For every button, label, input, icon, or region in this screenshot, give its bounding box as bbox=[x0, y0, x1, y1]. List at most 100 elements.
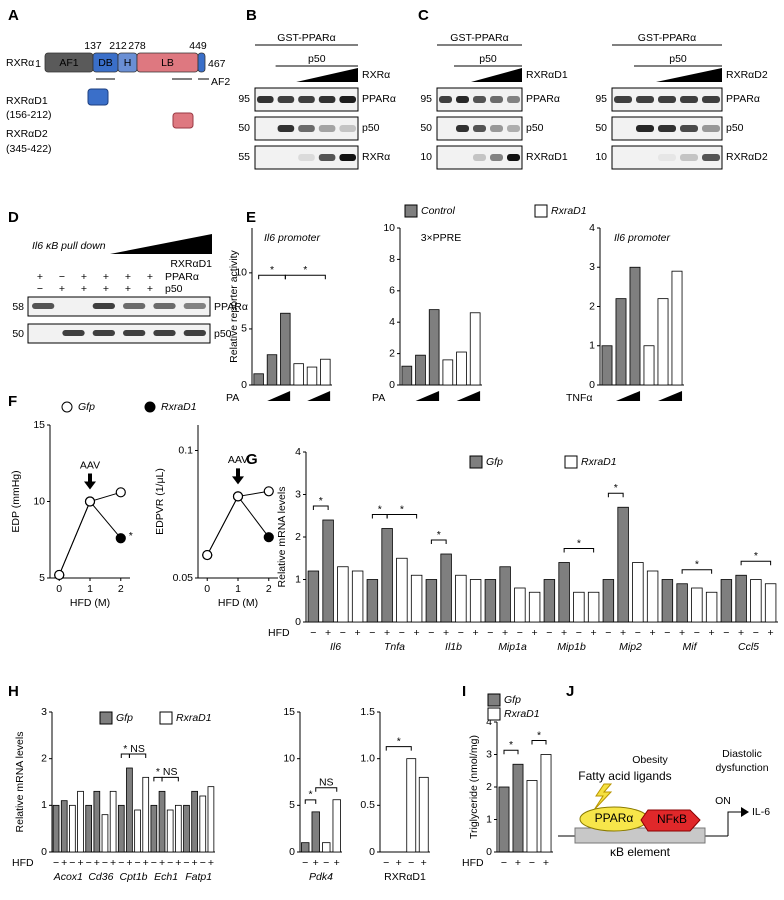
band bbox=[439, 96, 452, 103]
band bbox=[32, 303, 55, 309]
hfd-sign: + bbox=[94, 857, 100, 869]
legend-label: RxraD1 bbox=[504, 708, 540, 720]
band bbox=[298, 96, 315, 103]
bar bbox=[440, 553, 452, 623]
bar bbox=[183, 804, 190, 853]
bar bbox=[60, 800, 68, 853]
hfd-sign: + bbox=[175, 857, 181, 869]
hfd-sign: − bbox=[369, 627, 375, 639]
size-marker: 50 bbox=[12, 328, 24, 340]
hfd-sign: − bbox=[428, 627, 434, 639]
bar bbox=[528, 591, 541, 623]
legend-swatch bbox=[404, 204, 418, 218]
y-tick-label: 1 bbox=[295, 573, 301, 585]
protein-name: RXRα bbox=[6, 57, 34, 69]
point bbox=[115, 487, 126, 498]
blot-titrant: RXRαD2 bbox=[726, 69, 768, 81]
y-axis-label: EDPVR (1/μL) bbox=[154, 468, 166, 535]
hfd-sign: + bbox=[515, 857, 521, 869]
hfd-sign: + bbox=[709, 627, 715, 639]
sign: + bbox=[37, 271, 43, 283]
hfd-sign: − bbox=[635, 627, 641, 639]
y-tick-label: 15 bbox=[33, 419, 45, 431]
bar bbox=[691, 587, 703, 623]
significance-bracket bbox=[740, 560, 772, 566]
bar bbox=[661, 579, 674, 623]
hfd-sign: − bbox=[605, 627, 611, 639]
band-label: PPARα bbox=[362, 93, 396, 105]
legend-label: RxraD1 bbox=[161, 401, 197, 413]
stimulus-ramp bbox=[615, 391, 641, 401]
bar bbox=[632, 562, 644, 623]
y-tick-label: 1.0 bbox=[360, 752, 375, 764]
band bbox=[339, 154, 356, 161]
y-tick-label: 2 bbox=[589, 300, 595, 312]
hfd-sign: − bbox=[302, 857, 308, 869]
blot-treatment: p50 bbox=[669, 53, 687, 65]
y-tick-label: 3 bbox=[295, 488, 301, 500]
y-tick-label: 2 bbox=[486, 781, 492, 793]
x-tick-label: 2 bbox=[266, 583, 272, 595]
size-marker: 50 bbox=[238, 122, 250, 134]
hfd-sign: − bbox=[167, 857, 173, 869]
group-label: Il1b bbox=[445, 641, 462, 653]
arrow-head bbox=[741, 807, 749, 817]
y-tick-label: 4 bbox=[389, 316, 395, 328]
bar bbox=[540, 754, 552, 853]
bar bbox=[280, 312, 291, 386]
legend-swatch bbox=[487, 693, 501, 707]
legend-label: Control bbox=[421, 205, 456, 217]
y-tick-label: 0 bbox=[589, 379, 595, 391]
sign: + bbox=[103, 283, 109, 295]
hfd-sign: − bbox=[183, 857, 189, 869]
point bbox=[84, 496, 96, 507]
bar bbox=[207, 786, 215, 853]
bar bbox=[442, 359, 454, 386]
diagram-text: IL-6 bbox=[752, 806, 770, 818]
sign: + bbox=[147, 283, 153, 295]
band-label: p50 bbox=[362, 122, 380, 134]
bar bbox=[498, 786, 510, 853]
x-tick-label: 0 bbox=[56, 583, 62, 595]
y-tick-label: 0 bbox=[369, 846, 375, 858]
y-tick-label: 3 bbox=[41, 706, 47, 718]
hfd-sign: + bbox=[384, 627, 390, 639]
hfd-sign: + bbox=[208, 857, 214, 869]
point bbox=[202, 549, 213, 561]
band bbox=[636, 96, 654, 103]
annotation-arrow bbox=[232, 468, 244, 485]
bar bbox=[456, 351, 467, 386]
legend-label: Gfp bbox=[486, 456, 503, 468]
significance-bracket bbox=[563, 548, 595, 553]
hfd-sign: + bbox=[192, 857, 198, 869]
hfd-sign: − bbox=[487, 627, 493, 639]
domain-label: H bbox=[124, 57, 132, 69]
hfd-sign: − bbox=[458, 627, 464, 639]
group-label: Il6 bbox=[330, 641, 341, 653]
bar bbox=[587, 591, 600, 623]
bar bbox=[418, 776, 429, 853]
y-tick-label: 8 bbox=[389, 253, 395, 265]
bar bbox=[366, 579, 379, 623]
significance-bracket bbox=[430, 539, 447, 544]
bar bbox=[293, 363, 304, 386]
bar bbox=[643, 345, 655, 386]
bar bbox=[720, 579, 733, 623]
diagram-text: NFκB bbox=[657, 812, 687, 826]
stimulus-ramp bbox=[415, 391, 440, 401]
significance-bracket bbox=[607, 492, 624, 498]
hfd-sign: − bbox=[323, 857, 329, 869]
hfd-sign: + bbox=[110, 857, 116, 869]
y-tick-label: 0 bbox=[241, 379, 247, 391]
hfd-sign: + bbox=[126, 857, 132, 869]
bar bbox=[174, 804, 182, 853]
significance-bracket bbox=[128, 753, 147, 758]
band-label: PPARα bbox=[214, 301, 248, 313]
band bbox=[153, 303, 176, 309]
y-tick-label: 10 bbox=[383, 222, 395, 234]
hfd-sign: − bbox=[69, 857, 75, 869]
significance-label: * bbox=[695, 559, 699, 571]
y-axis-label: Triglyceride (nmol/mg) bbox=[468, 735, 480, 839]
construct-range: (345-422) bbox=[6, 143, 52, 155]
y-tick-label: 5 bbox=[289, 799, 295, 811]
